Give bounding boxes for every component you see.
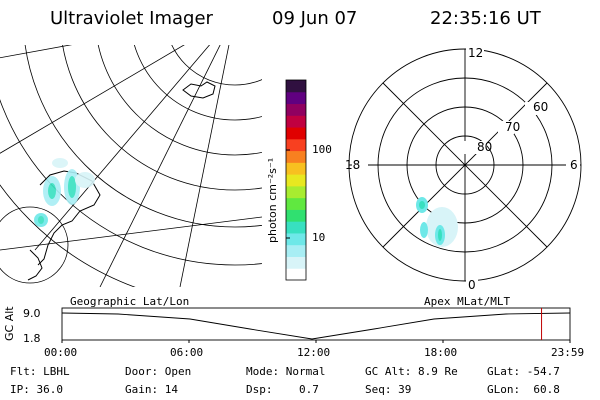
mlt-label-0: 0 (468, 278, 476, 290)
colorbar-segment (286, 268, 306, 281)
map-meridian (179, 45, 230, 287)
colorbar-tick-label-100: 100 (312, 143, 332, 156)
colorbar-segment (286, 150, 306, 163)
map-latitude-circle (62, 45, 262, 191)
colorbar-segment (286, 115, 306, 128)
info-dsp: Dsp: 0.7 (246, 383, 319, 396)
info-ip: IP: 36.0 (10, 383, 63, 396)
time-label: 22:35:16 UT (430, 8, 541, 29)
timeline-left-label: Geographic Lat/Lon (70, 295, 190, 308)
map-meridian (34, 45, 210, 251)
polar-plot: 12 18 6 0 60 70 80 (345, 45, 582, 290)
colorbar-segment (286, 138, 306, 152)
colorbar-segment (286, 232, 306, 246)
color-bar: photon cm⁻²s⁻¹ (266, 79, 307, 281)
polar-aurora-emission (416, 197, 458, 247)
polar-diagonal (382, 82, 548, 248)
colorbar-segment (286, 209, 306, 222)
mlt-label-6: 6 (570, 158, 578, 172)
map-coastline (182, 81, 216, 99)
map-latitude-circle (0, 184, 136, 287)
y-tick-1.8: 1.8 (23, 332, 41, 345)
map-meridian (0, 45, 185, 154)
x-tick-label-1200: 12:00 (297, 346, 331, 359)
colorbar-segment (286, 197, 306, 210)
geographic-map (0, 45, 262, 287)
info-filter: Flt: LBHL (10, 365, 70, 378)
colorbar-segment (286, 185, 306, 199)
info-door: Door: Open (125, 365, 192, 378)
timeline-axis-title: GC Alt (3, 306, 16, 341)
map-line (0, 216, 262, 251)
colorbar-segment (286, 103, 306, 116)
map-latitude-circle (171, 45, 262, 86)
aurora-emission (34, 158, 95, 227)
colorbar-segment (286, 127, 306, 140)
info-seq: Seq: 39 (365, 383, 412, 396)
mlt-label-18: 18 (345, 158, 360, 172)
map-meridian (0, 45, 73, 59)
colorbar-tick-label-10: 10 (312, 231, 326, 244)
lat-label-70: 70 (505, 120, 520, 134)
timeline-right-label: Apex MLat/MLT (424, 295, 511, 308)
colorbar-segment (286, 221, 306, 234)
timeline-frame (61, 307, 571, 341)
colorbar-segment (286, 80, 306, 93)
map-coastline (37, 170, 101, 266)
info-gain: Gain: 14 (125, 383, 178, 396)
map-coastline (27, 249, 43, 281)
colorbar-segment (286, 91, 306, 105)
map-latitude-circle (133, 45, 262, 121)
date-label: 09 Jun 07 (272, 8, 358, 29)
colorbar-unit-label: photon cm⁻²s⁻¹ (266, 158, 279, 243)
map-latitude-circle (24, 45, 262, 228)
instrument-title: Ultraviolet Imager (50, 8, 213, 29)
timeline-plot: GC Alt 9.0 1.8 (3, 306, 571, 345)
lat-label-60: 60 (533, 100, 548, 114)
x-tick-label-0000: 00:00 (44, 346, 78, 359)
map-latitude-circle (97, 45, 262, 156)
info-glon: GLon: 60.8 (487, 383, 560, 396)
colorbar-segment (286, 174, 306, 187)
x-tick-label-0600: 06:00 (170, 346, 204, 359)
map-latitude-circle (0, 98, 262, 266)
y-tick-9.0: 9.0 (23, 307, 41, 320)
colorbar-segment (286, 162, 306, 175)
map-meridian (99, 45, 221, 287)
x-tick-label-2359: 23:59 (551, 346, 585, 359)
info-gc-alt: GC Alt: 8.9 Re (365, 365, 458, 378)
lat-label-80: 80 (477, 140, 492, 154)
x-tick-label-1800: 18:00 (424, 346, 458, 359)
info-glat: GLat: -54.7 (487, 365, 560, 378)
map-small-circle (0, 206, 69, 284)
altitude-curve (61, 312, 571, 340)
info-mode: Mode: Normal (246, 365, 326, 378)
colorbar-segment (286, 244, 306, 257)
colorbar-segment (286, 256, 306, 269)
mlt-label-12: 12 (468, 46, 483, 60)
